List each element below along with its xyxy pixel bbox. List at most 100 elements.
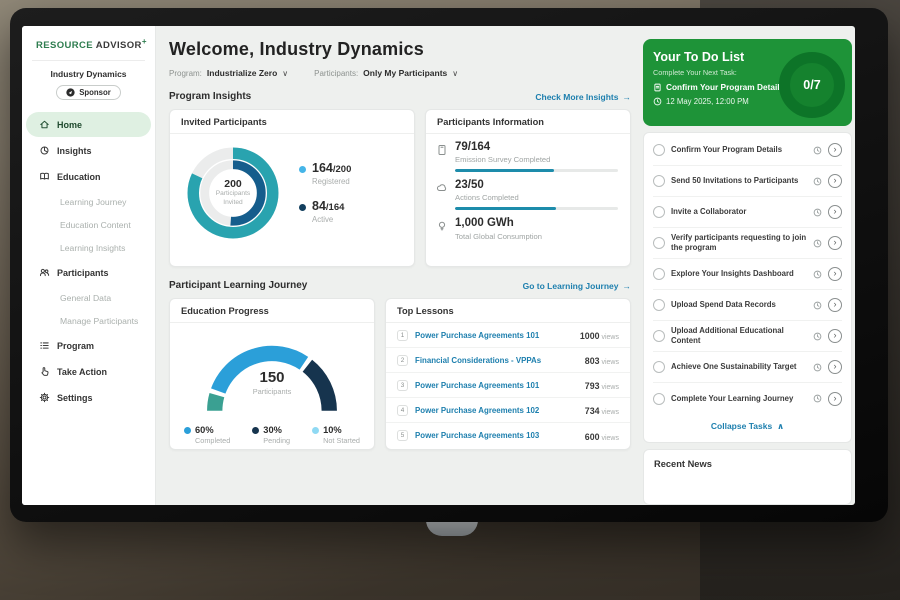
learning-journey-title: Participant Learning Journey [169, 280, 308, 291]
todo-checkbox[interactable] [653, 268, 665, 281]
todo-item[interactable]: Achieve One Sustainability Target › [653, 352, 842, 384]
chevron-right-icon[interactable]: › [828, 298, 842, 313]
todo-item-label: Send 50 Invitations to Participants [671, 176, 799, 186]
invited-donut: 200 Participants Invited [180, 140, 286, 246]
clock-icon [813, 270, 822, 279]
todo-progress-value: 0/7 [803, 78, 821, 92]
clock-icon [813, 177, 822, 186]
todo-item[interactable]: Confirm Your Program Details › [653, 135, 842, 167]
gauge-center-value: 150 [259, 369, 285, 386]
go-to-learning-journey-link[interactable]: Go to Learning Journey → [523, 281, 631, 291]
chevron-right-icon[interactable]: › [828, 360, 842, 375]
link-label: Go to Learning Journey [522, 280, 619, 291]
donut-center-value: 200 [224, 178, 242, 191]
todo-checkbox[interactable] [653, 144, 665, 157]
collapse-tasks-link[interactable]: Collapse Tasks ∧ [653, 414, 842, 438]
chevron-right-icon[interactable]: › [828, 236, 842, 251]
lesson-row: 3 Power Purchase Agreements 101 793 views [386, 373, 630, 398]
todo-rail: Your To Do List Complete Your Next Task:… [643, 26, 855, 505]
divider [32, 60, 145, 62]
todo-item[interactable]: Upload Spend Data Records › [653, 290, 842, 322]
lesson-row: 2 Financial Considerations - VPPAs 803 vi… [386, 348, 630, 373]
page-title: Welcome, Industry Dynamics [169, 39, 424, 59]
legend-item-completed: 60% Completed [184, 425, 230, 445]
app-logo: RESOURCE ADVISOR+ [22, 37, 155, 51]
lesson-title-link[interactable]: Power Purchase Agreements 103 [415, 431, 540, 440]
todo-item-label: Achieve One Sustainability Target [671, 362, 797, 372]
todo-checkbox[interactable] [653, 330, 665, 343]
todo-checkbox[interactable] [653, 206, 665, 219]
todo-item[interactable]: Upload Additional Educational Content › [653, 321, 842, 353]
card-title: Invited Participants [170, 110, 414, 134]
participants-filter[interactable]: Participants: Only My Participants ∨ [314, 68, 458, 78]
sidebar-item-home[interactable]: Home [26, 112, 151, 138]
logo-product: ADVISOR [95, 40, 142, 52]
lesson-row: 5 Power Purchase Agreements 103 600 views [386, 423, 630, 448]
sidebar-item-manage-participants[interactable]: Manage Participants [26, 309, 151, 332]
sidebar-item-learning-insights[interactable]: Learning Insights [26, 236, 151, 259]
chevron-right-icon[interactable]: › [828, 143, 842, 158]
chevron-up-icon: ∧ [777, 420, 785, 431]
chevron-right-icon[interactable]: › [828, 329, 842, 344]
sidebar-item-label: Participants [57, 267, 109, 278]
program-filter[interactable]: Program: Industrialize Zero ∨ [169, 68, 288, 78]
lesson-rank: 5 [397, 430, 408, 441]
sidebar-subitem-label: Learning Insights [60, 242, 126, 253]
lesson-row: 1 Power Purchase Agreements 101 1000 view… [386, 323, 630, 348]
lesson-title-link[interactable]: Power Purchase Agreements 101 [415, 330, 540, 340]
todo-item[interactable]: Complete Your Learning Journey › [653, 383, 842, 414]
todo-item[interactable]: Send 50 Invitations to Participants › [653, 166, 842, 198]
lesson-title-link[interactable]: Power Purchase Agreements 101 [415, 380, 540, 390]
sidebar-item-label: Program [57, 340, 95, 351]
sidebar-item-participants[interactable]: Participants [26, 260, 151, 285]
todo-item-label: Upload Spend Data Records [671, 300, 776, 310]
todo-checkbox[interactable] [653, 361, 665, 374]
todo-checkbox[interactable] [653, 237, 665, 250]
education-gauge-chart [207, 345, 337, 412]
participants-filter-label: Participants: [314, 68, 359, 78]
todo-checkbox[interactable] [653, 299, 665, 312]
todo-item-label: Verify participants requesting to join t… [671, 233, 807, 253]
clipboard-icon [654, 83, 661, 91]
take-action-icon [41, 367, 49, 377]
sidebar-item-learning-journey[interactable]: Learning Journey [26, 190, 151, 213]
card-title: Participants Information [426, 110, 630, 134]
sidebar-item-education-content[interactable]: Education Content [26, 213, 151, 236]
chevron-right-icon[interactable]: › [828, 174, 842, 189]
clock-icon [653, 97, 662, 106]
program-insights-title: Program Insights [169, 91, 252, 102]
invited-participants-card: Invited Participants 200 Participants In… [169, 109, 415, 267]
link-label: Check More Insights [535, 91, 619, 102]
lesson-title-link[interactable]: Power Purchase Agreements 102 [415, 405, 540, 415]
todo-checkbox[interactable] [653, 392, 665, 405]
program-icon [40, 342, 49, 349]
lesson-title-link[interactable]: Financial Considerations - VPPAs [415, 355, 542, 365]
monitor-stand [426, 520, 478, 536]
sidebar-item-program[interactable]: Program [26, 333, 151, 358]
todo-item-label: Explore Your Insights Dashboard [671, 269, 794, 279]
gauge-center-label: Participants [252, 387, 292, 396]
todo-item[interactable]: Invite a Collaborator › [653, 197, 842, 229]
invited-legend: 164/200 Registered 84/164 Active [299, 161, 351, 224]
lesson-row: 4 Power Purchase Agreements 102 734 views [386, 398, 630, 423]
sidebar-item-label: Take Action [57, 366, 108, 377]
chevron-right-icon[interactable]: › [828, 391, 842, 406]
sidebar-item-education[interactable]: Education [26, 164, 151, 189]
sidebar-subitem-label: Education Content [60, 219, 131, 230]
sidebar-subitem-label: Manage Participants [60, 315, 139, 326]
todo-checkbox[interactable] [653, 175, 665, 188]
recent-news-card: Recent News [643, 449, 852, 505]
sidebar-item-take-action[interactable]: Take Action [26, 359, 151, 384]
sidebar-item-insights[interactable]: Insights [26, 138, 151, 163]
chevron-right-icon[interactable]: › [828, 205, 842, 220]
sidebar-item-settings[interactable]: Settings [26, 385, 151, 410]
check-more-insights-link[interactable]: Check More Insights → [535, 92, 631, 102]
todo-item[interactable]: Verify participants requesting to join t… [653, 228, 842, 260]
todo-item[interactable]: Explore Your Insights Dashboard › [653, 259, 842, 291]
sidebar-item-general-data[interactable]: General Data [26, 286, 151, 309]
logo-plus: + [141, 37, 147, 46]
program-filter-value: Industrialize Zero [206, 68, 278, 78]
lesson-rank: 2 [397, 354, 408, 366]
chevron-right-icon[interactable]: › [828, 267, 842, 282]
